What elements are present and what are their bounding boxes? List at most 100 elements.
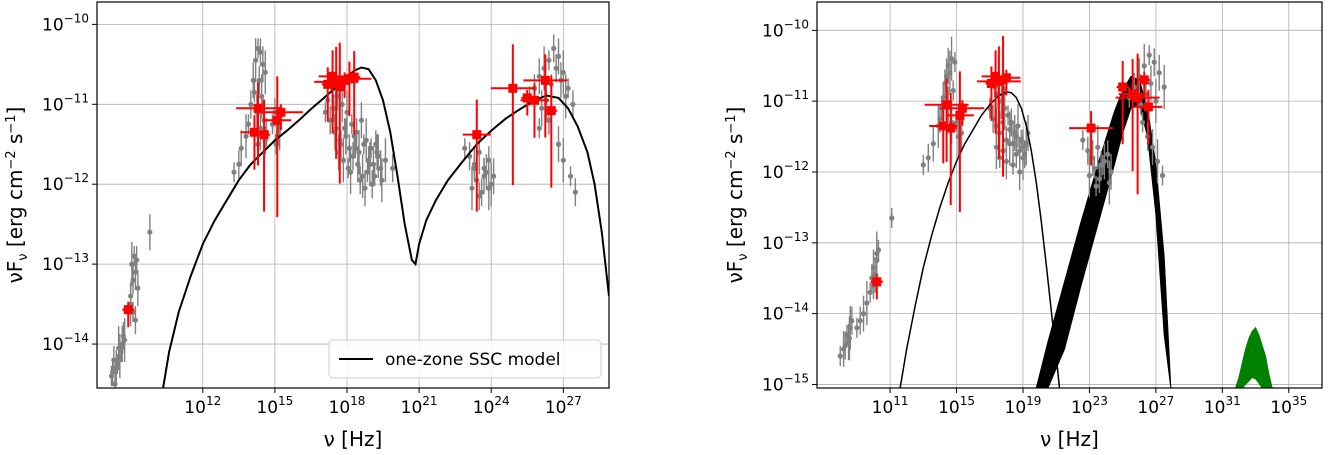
- archival-point: [129, 261, 135, 267]
- archival-point: [546, 117, 552, 123]
- simultaneous-point: [529, 95, 539, 105]
- archival-point: [1105, 151, 1111, 157]
- archival-point: [536, 73, 542, 79]
- simultaneous-point: [1118, 82, 1128, 92]
- archival-point: [563, 93, 569, 99]
- archival-point: [370, 161, 377, 167]
- x-tick-label: 1018: [329, 394, 366, 418]
- simultaneous-point: [522, 93, 532, 103]
- archival-point: [340, 157, 346, 163]
- legend-box: [328, 339, 602, 379]
- archival-point: [119, 341, 125, 347]
- archival-point: [360, 173, 366, 179]
- archival-point: [357, 177, 363, 183]
- archival-point: [135, 285, 141, 291]
- axes-frame: [96, 1, 610, 389]
- archival-point: [248, 101, 254, 107]
- simultaneous-point: [986, 78, 996, 88]
- x-tick-label: 1015: [256, 394, 293, 418]
- archival-point: [837, 353, 843, 359]
- archival-point: [372, 173, 378, 179]
- archival-point: [1161, 84, 1167, 90]
- archival-point: [486, 185, 492, 191]
- archival-point: [491, 173, 497, 179]
- archival-point: [565, 85, 571, 91]
- simultaneous-point: [335, 82, 345, 92]
- archival-point: [993, 144, 1000, 150]
- y-tick-label: 10−10: [762, 17, 809, 41]
- archival-point: [479, 189, 485, 195]
- archival-point: [952, 59, 958, 65]
- y-tick-label: 10−12: [42, 171, 89, 195]
- archival-point: [367, 161, 373, 167]
- archival-point: [134, 257, 140, 263]
- simultaneous-point: [946, 123, 956, 133]
- archival-point: [250, 77, 256, 83]
- simultaneous-point: [328, 71, 338, 81]
- archival-point: [1013, 151, 1019, 157]
- archival-point: [1086, 172, 1093, 179]
- archival-point: [260, 61, 266, 67]
- archival-point: [355, 161, 361, 167]
- simultaneous-point: [259, 130, 269, 140]
- x-tick-label: 1035: [1270, 394, 1307, 418]
- archival-point: [1139, 119, 1146, 126]
- archival-point: [345, 165, 351, 171]
- archival-point: [870, 264, 877, 271]
- archival-point: [346, 145, 352, 151]
- simultaneous-point: [1001, 73, 1011, 83]
- archival-point: [256, 77, 262, 83]
- archival-point: [555, 141, 562, 147]
- archival-point: [860, 311, 867, 317]
- legend-label: one-zone SSC model: [385, 350, 561, 370]
- archival-point: [849, 318, 855, 324]
- archival-point: [553, 65, 559, 71]
- simultaneous-point: [331, 77, 341, 87]
- archival-point: [364, 169, 371, 175]
- archival-point: [327, 117, 333, 123]
- archival-point: [1020, 155, 1026, 161]
- archival-point: [469, 185, 475, 191]
- archival-point: [1091, 165, 1098, 172]
- archival-point: [476, 149, 482, 155]
- archival-point: [114, 361, 121, 367]
- archival-point: [379, 177, 385, 183]
- archival-point: [1159, 172, 1166, 179]
- archival-point: [1017, 169, 1023, 175]
- archival-point: [1012, 130, 1018, 136]
- simultaneous-point: [123, 305, 133, 315]
- archival-point: [343, 133, 349, 139]
- archival-point: [857, 318, 863, 324]
- archival-point: [1153, 98, 1159, 104]
- archival-point: [570, 101, 576, 107]
- y-tick-label: 10−11: [42, 91, 89, 115]
- archival-point: [369, 181, 375, 187]
- simultaneous-point: [249, 127, 259, 137]
- axes-frame: [816, 1, 1323, 389]
- model-curve: [162, 66, 609, 388]
- archival-point: [930, 141, 936, 147]
- plot-content: [108, 34, 609, 388]
- archival-point: [132, 317, 139, 323]
- archival-point: [238, 145, 244, 151]
- archival-point: [481, 173, 487, 179]
- archival-point: [251, 89, 258, 95]
- archival-point: [488, 181, 494, 187]
- plot-content: [837, 35, 1273, 388]
- archival-point: [363, 137, 369, 143]
- simultaneous-point: [472, 130, 482, 140]
- y-tick-label: 10−13: [762, 230, 809, 254]
- archival-point: [1085, 148, 1091, 154]
- archival-point: [1156, 70, 1162, 76]
- archival-point: [245, 121, 252, 127]
- x-tick-label: 1021: [401, 394, 438, 418]
- archival-point: [112, 381, 118, 387]
- simultaneous-point: [942, 100, 952, 110]
- simultaneous-point: [323, 79, 333, 89]
- archival-point: [1098, 162, 1104, 168]
- archival-point: [1146, 52, 1152, 58]
- archival-point: [131, 253, 137, 259]
- x-tick-label: 1027: [545, 394, 582, 418]
- y-tick-label: 10−13: [42, 251, 89, 275]
- archival-point: [1148, 80, 1154, 87]
